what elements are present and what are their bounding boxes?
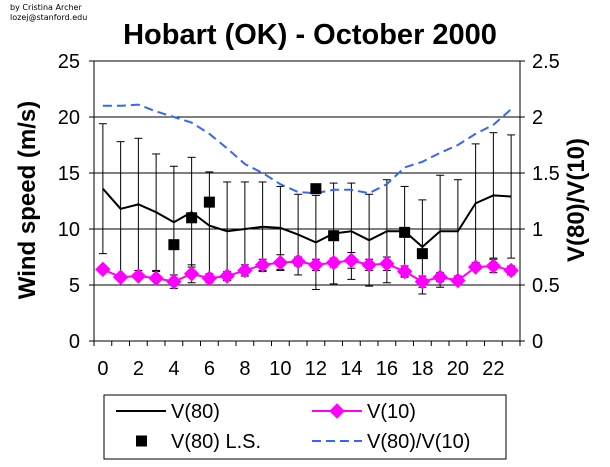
v10-point [95, 261, 111, 278]
v10-point [432, 269, 448, 285]
y2-tick-label: 2.5 [532, 51, 560, 73]
v10-point [379, 256, 395, 272]
x-tick-label: 0 [97, 358, 108, 380]
y-axis-label: Wind speed (m/s) [14, 101, 41, 299]
x-tick-label: 2 [133, 358, 144, 380]
v10-point [343, 252, 360, 269]
x-axis-ticks: 0 2 4 6 8 10 12 14 16 18 20 22 [93, 341, 521, 380]
v10-point [130, 268, 147, 284]
v80-ls-point [186, 212, 198, 224]
v10-point [325, 254, 342, 271]
v10-point [485, 258, 502, 274]
legend-item: V(80) [116, 401, 220, 423]
y-axis-ticks: 0 5 10 15 20 25 [58, 51, 94, 353]
legend-swatch-square [136, 435, 147, 447]
v80-ls-point [310, 183, 322, 195]
y2-axis-label: V(80)/V(10) [563, 138, 590, 262]
legend-swatch-diamond [329, 403, 345, 419]
legend-item: V(80)/V(10) [312, 431, 470, 453]
v10-point [112, 269, 129, 285]
x-tick-label: 4 [168, 358, 179, 380]
credit-email: lozej@stanford.edu [10, 13, 87, 22]
v10-point [308, 257, 324, 273]
legend: V(80) V(10) V(80) L.S. V(80)/V(10) [116, 401, 470, 453]
y2-tick-label: 1.5 [532, 163, 560, 185]
v10-point [254, 257, 271, 273]
series-ratio-line [102, 103, 512, 195]
x-tick-label: 8 [239, 358, 250, 380]
y2-tick-label: 1 [532, 219, 543, 241]
v80-ls-point [416, 248, 428, 260]
y2-axis-ticks: 0 0.5 1 1.5 2 2.5 [520, 51, 560, 353]
series-v80-line [102, 188, 512, 249]
x-tick-label: 6 [204, 358, 215, 380]
v80-ls-point [328, 230, 340, 242]
series-v10-line [102, 259, 512, 283]
legend-item: V(10) [312, 401, 416, 423]
x-tick-label: 18 [411, 358, 433, 380]
v10-point [219, 268, 235, 284]
v10-point [450, 272, 466, 289]
v80-ls-point [168, 239, 180, 251]
v80-ls-point [203, 196, 215, 208]
v10-point [148, 270, 164, 286]
y-tick-label: 5 [69, 275, 80, 297]
y2-tick-label: 0.5 [532, 275, 560, 297]
v80-ls-point [399, 226, 411, 238]
gridlines [94, 116, 520, 286]
x-tick-label: 12 [305, 358, 327, 380]
v10-point [290, 253, 306, 270]
v10-point [396, 263, 413, 280]
legend-box [103, 394, 507, 460]
v10-point [272, 254, 289, 271]
x-tick-label: 16 [376, 358, 398, 380]
x-tick-label: 14 [340, 358, 362, 380]
chart-title: Hobart (OK) - October 2000 [123, 19, 497, 51]
legend-label: V(10) [367, 401, 416, 423]
plot-area [93, 60, 521, 342]
y2-tick-label: 0 [532, 331, 543, 353]
v10-point [503, 262, 519, 279]
y-tick-label: 0 [69, 331, 80, 353]
y-tick-label: 25 [58, 51, 80, 73]
y-tick-label: 15 [58, 163, 80, 185]
v10-point [467, 259, 484, 275]
y2-tick-label: 2 [532, 107, 543, 129]
legend-label: V(80) [171, 401, 220, 423]
v10-point [414, 273, 431, 290]
v10-point [237, 262, 253, 279]
legend-label: V(80) L.S. [171, 431, 261, 453]
legend-item: V(80) L.S. [136, 431, 261, 453]
y-tick-label: 20 [58, 107, 80, 129]
y-tick-label: 10 [58, 219, 80, 241]
v10-point [183, 266, 200, 282]
x-tick-label: 22 [482, 358, 504, 380]
v80-error-bars [98, 123, 516, 295]
v10-point [201, 270, 218, 286]
v10-point [361, 257, 377, 273]
x-tick-label: 10 [269, 358, 291, 380]
x-tick-label: 20 [447, 358, 469, 380]
v10-point [166, 273, 182, 290]
series-layer [95, 103, 519, 295]
credit-author: by Cristina Archer [10, 3, 82, 12]
legend-label: V(80)/V(10) [367, 431, 470, 453]
